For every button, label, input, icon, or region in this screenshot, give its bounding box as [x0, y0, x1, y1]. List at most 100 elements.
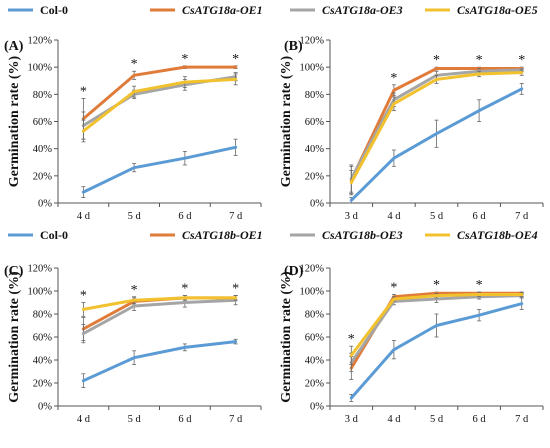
series-3 — [81, 295, 238, 344]
series-line — [81, 340, 238, 383]
data-point — [81, 379, 85, 383]
panel-d: (D)Germination rate (%) 0% 20% 40% 60% 80% 100… — [279, 264, 544, 425]
data-point — [234, 77, 238, 81]
y-tick-label: 120% — [300, 264, 325, 275]
data-point — [392, 88, 396, 92]
data-point — [349, 354, 353, 357]
y-tick-label: 100% — [28, 287, 53, 298]
series-3 — [81, 72, 238, 140]
y-tick-label: 40% — [33, 356, 53, 367]
data-point — [183, 156, 187, 160]
legend-label: Col-0 — [40, 3, 68, 17]
series-4 — [349, 291, 524, 366]
panel-c: (C)Germination rate (%) 0% 20% 40% 60% 80% 100… — [4, 264, 262, 425]
significance-star: * — [433, 53, 440, 68]
y-tick-label: 80% — [33, 90, 53, 101]
x-tick-label: 6 d — [473, 211, 487, 222]
y-tick-label: 60% — [305, 333, 325, 344]
y-tick-label: 0% — [38, 199, 52, 210]
significance-star: * — [433, 278, 440, 293]
x-tick-label: 5 d — [430, 414, 444, 425]
x-tick-label: 4 d — [77, 211, 91, 222]
series-line — [81, 65, 238, 121]
data-point — [234, 145, 238, 149]
legend-label: CsATG18b-OE1 — [182, 228, 263, 242]
data-point — [520, 71, 524, 74]
y-tick-label: 40% — [33, 144, 53, 155]
y-tick-label: 20% — [33, 379, 53, 390]
panel-label: (A) — [4, 39, 24, 54]
y-axis-label: Germination rate (%) — [7, 271, 22, 403]
y-tick-label: 40% — [305, 356, 325, 367]
x-tick-label: 3 d — [345, 211, 359, 222]
y-tick-label: 80% — [305, 90, 325, 101]
panel-a: (A)Germination rate (%) 0% 20% 40% 60% 80% 100… — [4, 36, 262, 222]
significance-star: * — [232, 52, 239, 67]
data-point — [234, 65, 238, 69]
significance-star: * — [181, 282, 188, 297]
data-point — [183, 296, 187, 300]
data-point — [132, 73, 136, 77]
data-point — [435, 324, 438, 327]
data-point — [392, 348, 396, 352]
series-1 — [81, 138, 238, 198]
legends: Col-0 CsATG18a-OE1 CsATG18a-OE3 CsATG18a-OE… — [8, 3, 538, 242]
data-point — [234, 296, 238, 300]
data-point — [132, 166, 136, 170]
data-point — [183, 65, 187, 69]
data-point — [477, 313, 481, 317]
x-tick-label: 5 d — [128, 414, 142, 425]
data-point — [435, 67, 438, 70]
legend-label: CsATG18a-OE1 — [182, 3, 263, 17]
data-point — [392, 156, 396, 160]
x-tick-label: 4 d — [387, 211, 401, 222]
series-4 — [349, 69, 524, 196]
data-point — [132, 298, 136, 302]
data-point — [392, 297, 396, 301]
y-tick-label: 80% — [305, 310, 325, 321]
x-tick-label: 7 d — [515, 414, 529, 425]
data-point — [435, 297, 438, 301]
data-point — [349, 396, 353, 400]
y-tick-label: 0% — [310, 199, 324, 210]
y-tick-label: 120% — [300, 36, 325, 47]
data-point — [520, 302, 524, 306]
x-tick-label: 5 d — [128, 211, 142, 222]
panel-label: (C) — [4, 264, 24, 279]
panels: (A) Germination rate (%) 0% 20% 40% 60% 80% 100… — [4, 36, 544, 425]
significance-star: * — [518, 53, 525, 68]
series-line — [81, 298, 238, 336]
data-point — [132, 356, 136, 360]
data-point — [435, 294, 438, 297]
x-tick-label: 3 d — [345, 414, 359, 425]
y-tick-label: 20% — [33, 171, 53, 182]
y-tick-label: 0% — [38, 402, 52, 413]
data-point — [183, 345, 187, 349]
data-point — [81, 190, 85, 194]
data-point — [349, 198, 353, 202]
x-tick-label: 6 d — [178, 211, 192, 222]
y-tick-label: 20% — [305, 171, 325, 182]
y-tick-label: 60% — [33, 117, 53, 128]
series-2 — [81, 65, 238, 140]
y-axis-label: Germination rate (%) — [279, 55, 294, 187]
data-point — [132, 304, 136, 308]
y-tick-label: 80% — [33, 310, 53, 321]
y-tick-label: 120% — [28, 36, 53, 47]
y-tick-label: 20% — [305, 379, 325, 390]
legend-label: CsATG18a-OE5 — [457, 3, 538, 17]
significance-star: * — [80, 84, 87, 99]
series-line — [81, 296, 238, 311]
data-point — [477, 72, 481, 76]
data-point — [435, 77, 438, 81]
significance-star: * — [390, 71, 397, 86]
data-point — [520, 87, 524, 91]
y-tick-label: 100% — [300, 63, 325, 74]
panel-label: (D) — [284, 264, 304, 279]
x-tick-label: 7 d — [515, 211, 529, 222]
series-4 — [81, 73, 238, 143]
data-point — [477, 109, 481, 113]
series-1 — [81, 338, 238, 389]
y-tick-label: 100% — [28, 63, 53, 74]
